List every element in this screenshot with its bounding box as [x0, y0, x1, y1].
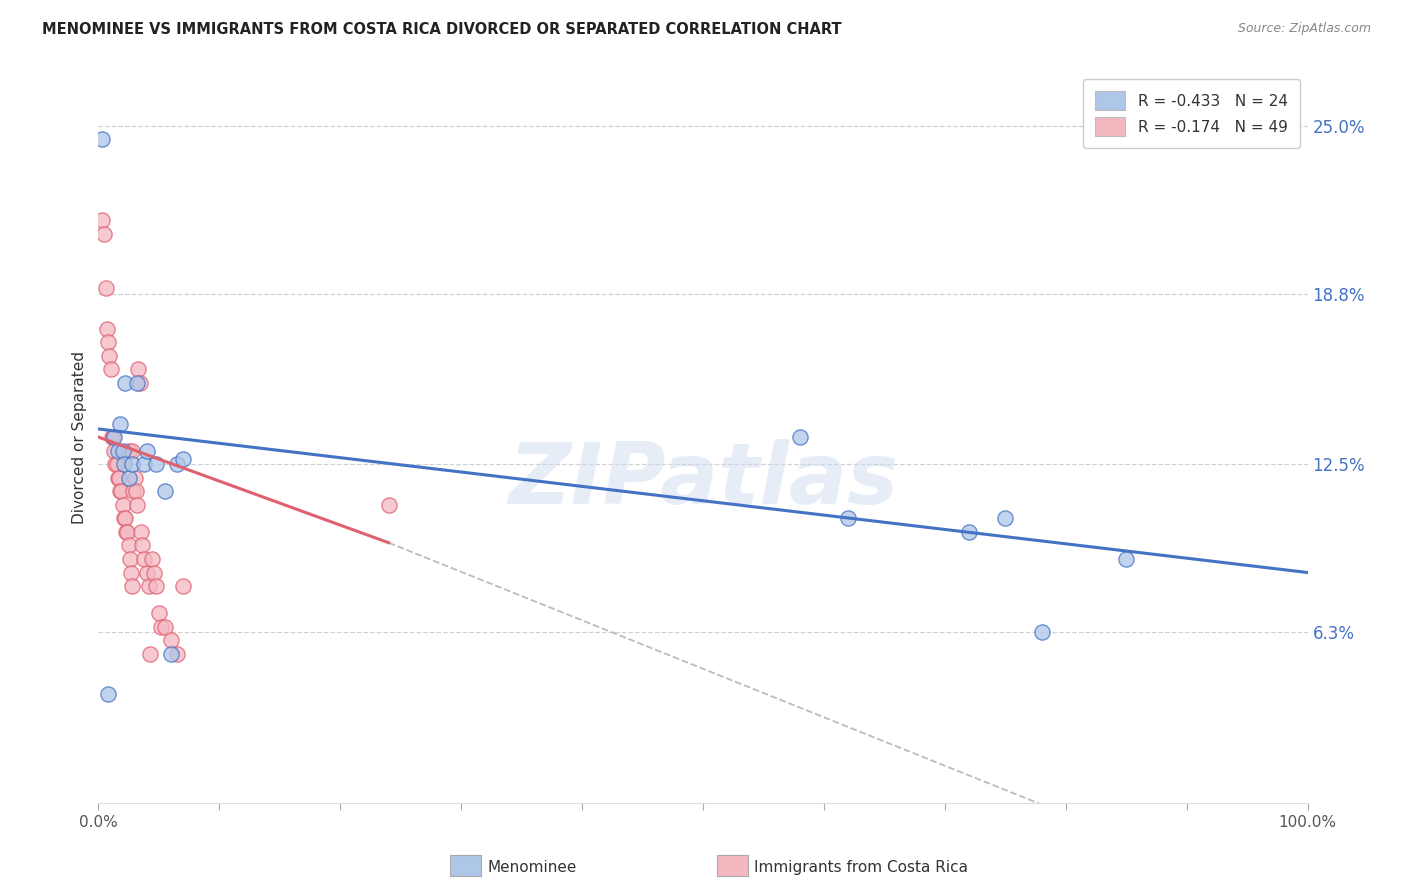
Point	[141, 552, 163, 566]
Point	[125, 484, 148, 499]
Point	[143, 566, 166, 580]
Point	[118, 552, 141, 566]
Point	[1031, 625, 1053, 640]
Text: Source: ZipAtlas.com: Source: ZipAtlas.com	[1237, 22, 1371, 36]
Point	[160, 633, 183, 648]
Point	[145, 579, 167, 593]
Text: Menominee: Menominee	[488, 860, 578, 874]
Point	[153, 620, 176, 634]
Point	[91, 213, 114, 227]
Point	[115, 524, 138, 539]
Point	[150, 620, 173, 634]
Point	[172, 579, 194, 593]
Point	[172, 451, 194, 466]
Point	[118, 538, 141, 552]
Point	[148, 606, 170, 620]
Point	[127, 376, 149, 390]
Point	[118, 471, 141, 485]
Point	[108, 484, 131, 499]
Point	[105, 457, 128, 471]
Point	[97, 335, 120, 350]
Point	[121, 457, 143, 471]
Point	[110, 484, 132, 499]
Point	[91, 132, 114, 146]
Point	[112, 457, 135, 471]
Point	[122, 484, 145, 499]
Point	[1115, 552, 1137, 566]
Point	[166, 457, 188, 471]
Point	[994, 511, 1017, 525]
Point	[111, 443, 134, 458]
Point	[114, 511, 136, 525]
Point	[103, 443, 125, 458]
Point	[127, 362, 149, 376]
Point	[121, 443, 143, 458]
Point	[160, 647, 183, 661]
Point	[114, 376, 136, 390]
Text: MENOMINEE VS IMMIGRANTS FROM COSTA RICA DIVORCED OR SEPARATED CORRELATION CHART: MENOMINEE VS IMMIGRANTS FROM COSTA RICA …	[42, 22, 842, 37]
Point	[96, 322, 118, 336]
Point	[108, 417, 131, 431]
Point	[134, 457, 156, 471]
Point	[139, 647, 162, 661]
Point	[112, 511, 135, 525]
Point	[789, 430, 811, 444]
Text: ZIPatlas: ZIPatlas	[508, 440, 898, 523]
Point	[104, 457, 127, 471]
Point	[120, 566, 142, 580]
Text: Immigrants from Costa Rica: Immigrants from Costa Rica	[754, 860, 967, 874]
Point	[377, 498, 399, 512]
Y-axis label: Divorced or Separated: Divorced or Separated	[72, 351, 87, 524]
Point	[100, 362, 122, 376]
Point	[121, 579, 143, 593]
Legend: R = -0.433   N = 24, R = -0.174   N = 49: R = -0.433 N = 24, R = -0.174 N = 49	[1083, 79, 1301, 148]
Point	[100, 430, 122, 444]
Point	[107, 471, 129, 485]
Point	[957, 524, 980, 539]
Point	[98, 349, 121, 363]
Point	[108, 471, 131, 485]
Point	[101, 430, 124, 444]
Point	[129, 524, 152, 539]
Point	[124, 471, 146, 485]
Point	[138, 579, 160, 593]
Point	[153, 484, 176, 499]
Point	[837, 511, 859, 525]
Point	[93, 227, 115, 241]
Point	[131, 538, 153, 552]
Point	[118, 443, 141, 458]
Point	[145, 457, 167, 471]
Point	[127, 498, 149, 512]
Point	[135, 443, 157, 458]
Point	[128, 376, 150, 390]
Point	[107, 443, 129, 458]
Point	[111, 498, 134, 512]
Point	[134, 552, 156, 566]
Point	[117, 524, 139, 539]
Point	[97, 688, 120, 702]
Point	[135, 566, 157, 580]
Point	[166, 647, 188, 661]
Point	[103, 430, 125, 444]
Point	[94, 281, 117, 295]
